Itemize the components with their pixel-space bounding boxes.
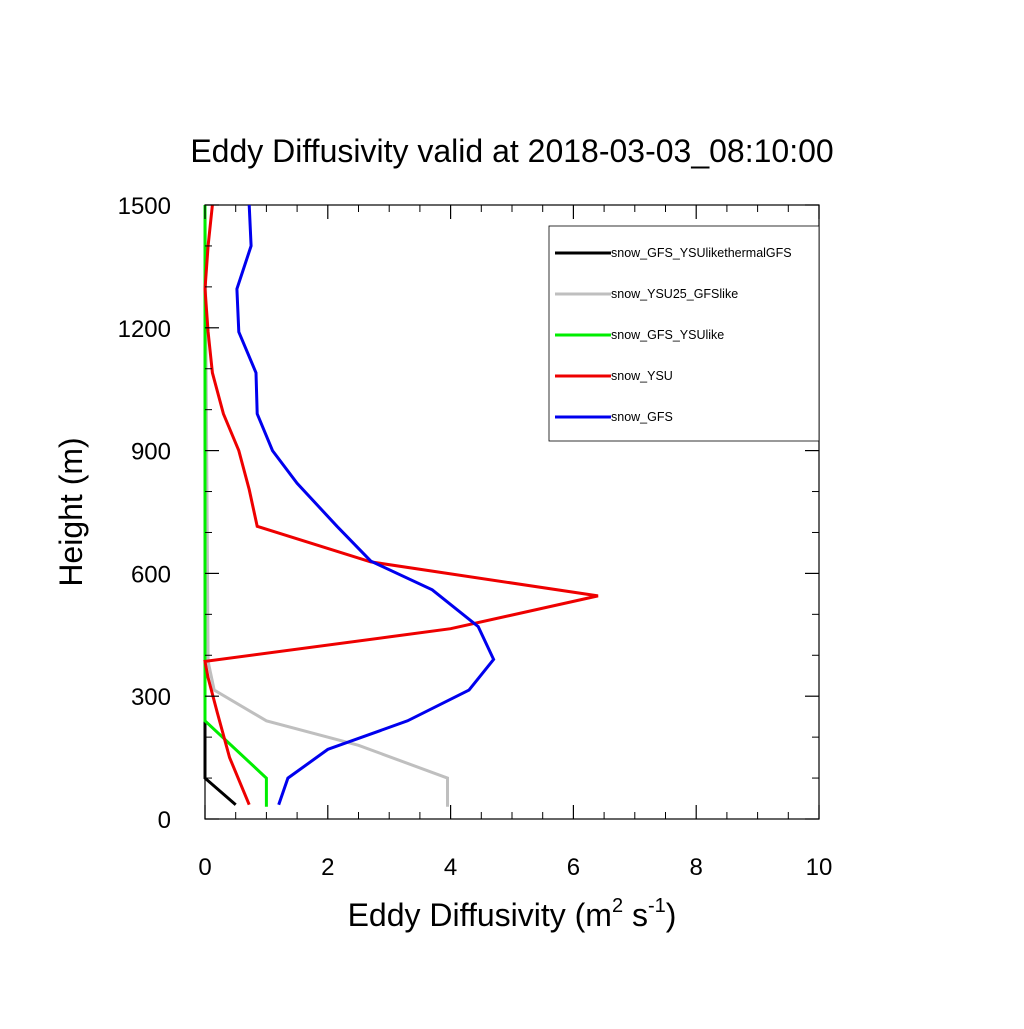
- x-tick-label: 2: [321, 854, 334, 881]
- x-tick-label: 4: [444, 854, 457, 881]
- x-tick-label: 0: [198, 854, 211, 881]
- legend-label-snow_GFS_YSUlike: snow_GFS_YSUlike: [611, 328, 724, 342]
- legend-label-snow_GFS: snow_GFS: [611, 410, 673, 424]
- x-axis-label-sup2: -1: [648, 895, 666, 917]
- y-axis-label: Height (m): [53, 437, 89, 586]
- series-line-snow_YSU25_GFSlike: [203, 204, 449, 807]
- series-line-snow_GFS: [235, 204, 496, 806]
- legend: snow_GFS_YSUlikethermalGFS snow_YSU25_GFS…: [548, 225, 820, 442]
- chart-title: Eddy Diffusivity valid at 2018-03-03_08:…: [190, 133, 833, 169]
- series-line-snow_GFS_YSUlike: [203, 205, 268, 807]
- x-tick-label: 8: [690, 854, 703, 881]
- legend-label-snow_YSU: snow_YSU: [611, 369, 673, 383]
- x-axis-label-sup1: 2: [612, 895, 623, 917]
- y-tick-label: 600: [131, 561, 171, 588]
- axis-ticks: [204, 204, 820, 820]
- legend-label-snow_GFS_YSUlikethermalGFS: snow_GFS_YSUlikethermalGFS: [611, 246, 792, 260]
- y-tick-label: 300: [131, 684, 171, 711]
- x-axis-label-base: Eddy Diffusivity (m: [348, 897, 612, 933]
- x-axis-label-end: ): [666, 897, 677, 933]
- x-axis-label-mid: s: [623, 897, 648, 933]
- x-tick-label: 6: [567, 854, 580, 881]
- x-axis-label: Eddy Diffusivity (m2 s-1): [348, 895, 677, 933]
- y-tick-label: 0: [158, 807, 171, 834]
- series-line-snow_YSU: [203, 204, 599, 806]
- series-lines: [203, 204, 599, 807]
- axis-tick-labels: 0 2 4 6 8 10 0 300 600 900 1200 1500: [118, 193, 833, 881]
- y-tick-label: 1200: [118, 316, 171, 343]
- y-tick-label: 900: [131, 439, 171, 466]
- x-tick-label: 10: [806, 854, 833, 881]
- series-line-snow_GFS_YSUlikethermalGFS: [203, 205, 237, 806]
- y-tick-label: 1500: [118, 193, 171, 220]
- legend-label-snow_YSU25_GFSlike: snow_YSU25_GFSlike: [611, 287, 738, 301]
